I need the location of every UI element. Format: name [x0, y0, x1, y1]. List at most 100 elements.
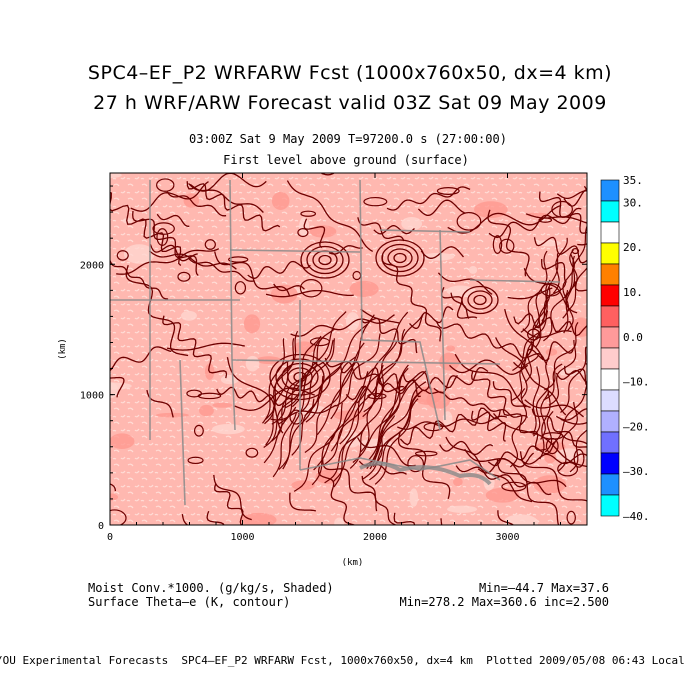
theta-e-contour — [540, 390, 550, 440]
theta-e-contour — [512, 310, 549, 372]
theta-e-contour-loop — [300, 241, 350, 279]
theta-e-contour — [162, 315, 228, 379]
theta-e-contour-loop — [363, 196, 388, 207]
theta-e-contour-loop — [375, 239, 425, 277]
colorbar-segment — [600, 410, 620, 433]
theta-e-contour — [282, 381, 306, 470]
shade-blob — [240, 512, 277, 525]
theta-e-contour — [492, 381, 527, 408]
theta-e-contour — [556, 190, 587, 200]
theta-e-contour — [116, 248, 220, 275]
theta-e-contour — [513, 341, 574, 369]
theta-e-contour — [361, 315, 418, 354]
theta-e-contour-loop — [551, 200, 573, 218]
theta-e-contour-loop — [110, 509, 127, 525]
theta-e-contour-loop — [414, 450, 438, 457]
theta-e-contour-loop — [387, 248, 413, 268]
theta-e-contour — [488, 207, 582, 239]
theta-e-contour — [265, 289, 354, 298]
chart-title: SPC4–EF_P2 WRFARW Fcst (1000x760x50, dx=… — [87, 62, 613, 84]
shade-blob — [110, 382, 132, 390]
level-label: First level above ground (surface) — [223, 153, 469, 167]
theta-e-contour — [497, 510, 515, 525]
theta-e-contour — [533, 250, 548, 331]
theta-e-contour — [584, 362, 587, 365]
colorbar-tick-label: –10. — [623, 376, 650, 389]
colorbar-tick-label: 20. — [623, 241, 643, 254]
theta-e-contour-loop — [381, 243, 419, 273]
theta-e-contour — [507, 287, 553, 300]
shade-blob — [180, 310, 197, 321]
theta-e-contour — [216, 386, 293, 406]
theta-e-contour-loop — [245, 447, 259, 458]
theta-e-contour — [509, 388, 527, 468]
theta-e-contour — [311, 402, 343, 486]
theta-e-contour — [290, 314, 395, 337]
theta-e-contour-loop — [499, 238, 515, 254]
theta-e-contour-loop — [492, 235, 503, 254]
theta-e-contour — [496, 459, 560, 525]
theta-e-contour — [539, 387, 551, 460]
theta-e-contour — [577, 243, 587, 246]
theta-e-contour — [247, 260, 311, 279]
theta-e-contour — [324, 357, 404, 393]
theta-e-contour — [531, 408, 587, 448]
theta-e-contour-loop — [289, 409, 303, 425]
shade-blob — [545, 348, 558, 356]
theta-e-contour-loop — [461, 285, 499, 315]
colorbar-segment — [600, 221, 620, 244]
theta-e-contour — [402, 371, 432, 391]
theta-e-contour-loop — [527, 328, 541, 341]
shade-blob — [271, 191, 290, 210]
theta-e-contour — [544, 322, 579, 391]
theta-e-contour-loop — [318, 254, 332, 266]
state-boundary — [359, 179, 363, 341]
shade-blob — [199, 404, 214, 417]
theta-e-contour — [330, 371, 369, 452]
theta-e-contour — [560, 418, 587, 425]
theta-e-contour — [110, 191, 182, 266]
shade-blob — [485, 487, 520, 503]
theta-e-contour — [564, 224, 587, 298]
shade-blob — [309, 225, 337, 238]
theta-e-contour — [504, 308, 544, 361]
theta-e-contour — [471, 370, 546, 451]
shade-blob — [447, 505, 478, 513]
theta-e-contour — [304, 356, 357, 453]
theta-e-contour — [450, 292, 470, 319]
theta-e-contour — [335, 333, 381, 407]
theta-e-contour — [187, 257, 254, 282]
shade-blob — [334, 517, 345, 525]
colorbar-segment — [600, 494, 620, 517]
theta-e-contour — [293, 431, 336, 492]
theta-e-contour-loop — [309, 337, 331, 347]
theta-e-contour-loop — [187, 456, 204, 465]
shade-blob — [503, 514, 539, 525]
theta-e-contour — [487, 441, 556, 467]
colorbar-segment — [600, 284, 620, 307]
theta-e-contour — [558, 401, 578, 472]
colorbar-tick-label: –30. — [623, 465, 650, 478]
colorbar-tick-label: –20. — [623, 420, 650, 433]
theta-e-contour — [339, 365, 384, 445]
shade-blob — [271, 284, 298, 304]
theta-e-contour — [324, 427, 366, 484]
colorbar-segment — [600, 179, 620, 202]
theta-e-contour — [555, 408, 587, 421]
shade-blob — [453, 477, 463, 487]
shade-blob — [245, 355, 260, 372]
colorbar-segment — [600, 200, 620, 223]
state-boundary — [439, 229, 446, 421]
theta-e-contour — [369, 389, 424, 481]
theta-e-contour — [533, 357, 550, 437]
theta-e-contour-loop — [152, 222, 175, 235]
theta-e-contour — [393, 512, 416, 525]
theta-e-contour — [541, 259, 567, 283]
theta-e-contour — [543, 290, 569, 342]
theta-e-contour — [520, 290, 542, 333]
colorbar-tick-label: 35. — [623, 174, 643, 187]
colorbar-segment — [600, 263, 620, 286]
x-tick-label: 0 — [107, 532, 113, 543]
theta-e-contour — [533, 280, 567, 330]
colorbar-segment — [600, 305, 620, 328]
